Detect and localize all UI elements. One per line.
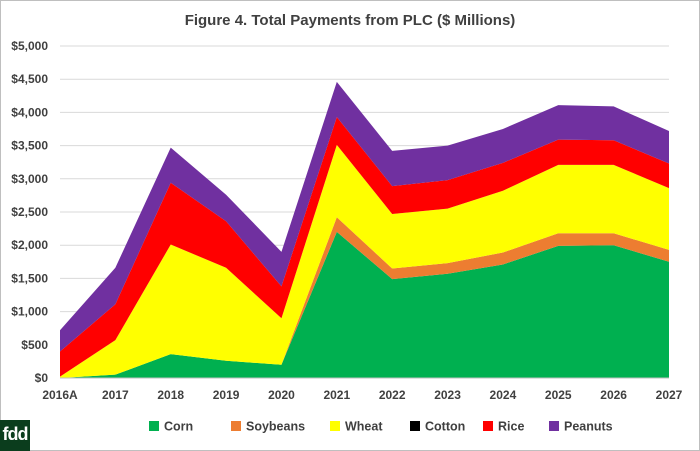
legend-item-soybeans: Soybeans (231, 420, 305, 434)
y-tick-label: $2,500 (11, 205, 48, 219)
legend-swatch (231, 421, 241, 431)
x-axis: 2016A 2017 2018 2019 2020 2021 2022 2023 2024 202… (42, 377, 683, 402)
x-tick-label: 2025 (545, 388, 572, 402)
x-tick-label: 2027 (656, 388, 683, 402)
legend-item-peanuts: Peanuts (549, 420, 613, 434)
legend-swatch (330, 421, 340, 431)
legend-item-cotton: Cotton (410, 420, 465, 434)
y-tick-label: $3,000 (11, 172, 48, 186)
legend-swatch (549, 421, 559, 431)
y-tick-label: $0 (35, 371, 49, 385)
legend-label: Rice (498, 420, 524, 434)
series-areas (60, 81, 669, 378)
x-tick-label: 2021 (323, 388, 350, 402)
legend: Corn Soybeans Wheat Cotton Rice Peanuts (149, 420, 613, 434)
x-tick-label: 2017 (102, 388, 129, 402)
y-tick-label: $1,500 (11, 271, 48, 285)
legend-label: Soybeans (246, 420, 305, 434)
legend-item-rice: Rice (483, 420, 524, 434)
legend-item-corn: Corn (149, 420, 193, 434)
y-axis: $0 $500 $1,000 $1,500 $2,000 $2,500 $3,000 $3,5… (11, 39, 48, 385)
area-wheat (60, 144, 669, 378)
legend-swatch (149, 421, 159, 431)
y-tick-label: $3,500 (11, 139, 48, 153)
x-tick-label: 2024 (490, 388, 517, 402)
area-soybeans (60, 217, 669, 378)
legend-label: Corn (164, 420, 193, 434)
x-tick-label: 2022 (379, 388, 406, 402)
x-tick-label: 2018 (157, 388, 184, 402)
area-peanuts (60, 81, 669, 352)
y-tick-label: $4,000 (11, 105, 48, 119)
legend-label: Peanuts (564, 420, 613, 434)
y-tick-label: $1,000 (11, 305, 48, 319)
x-tick-label: 2019 (213, 388, 240, 402)
chart-title: Figure 4. Total Payments from PLC ($ Mil… (185, 12, 516, 29)
y-tick-label: $5,000 (11, 39, 48, 53)
x-tick-label: 2016A (42, 388, 78, 402)
area-rice (60, 117, 669, 377)
area-corn (60, 231, 669, 378)
legend-item-wheat: Wheat (330, 420, 383, 434)
y-tick-label: $4,500 (11, 72, 48, 86)
legend-label: Cotton (425, 420, 465, 434)
legend-label: Wheat (345, 420, 383, 434)
y-tick-label: $2,000 (11, 238, 48, 252)
x-tick-label: 2023 (434, 388, 461, 402)
x-tick-label: 2020 (268, 388, 295, 402)
fdd-logo: fdd (0, 420, 30, 451)
legend-swatch (483, 421, 493, 431)
x-tick-label: 2026 (600, 388, 627, 402)
legend-swatch (410, 421, 420, 431)
y-tick-label: $500 (21, 338, 48, 352)
